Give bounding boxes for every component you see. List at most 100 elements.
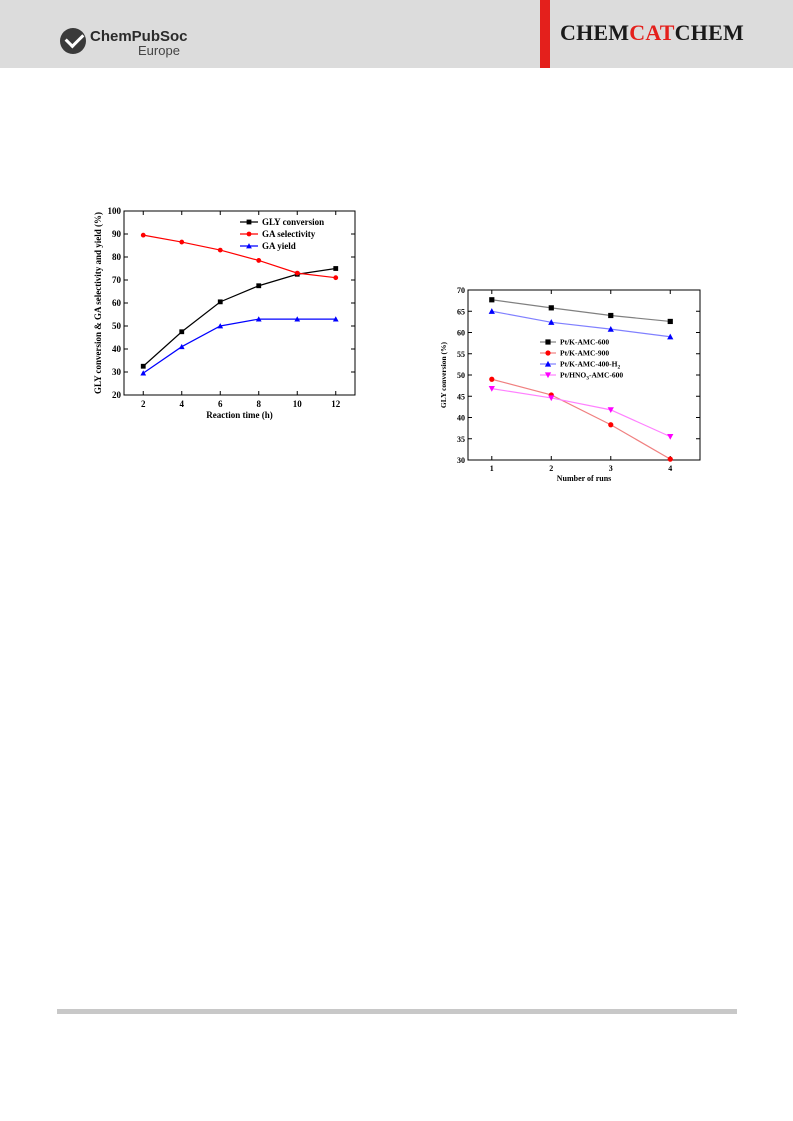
data-point <box>607 325 614 332</box>
legend-swatch-marker <box>545 350 551 356</box>
data-point <box>489 297 495 303</box>
data-point <box>548 305 554 311</box>
y-tick-label: 50 <box>457 371 465 380</box>
journal-title: CHEMCATCHEM <box>560 20 744 46</box>
data-point <box>256 283 262 289</box>
reaction-time-chart: 20 30 40 50 60 70 80 90 100 2 4 6 8 10 12 Reaction time… <box>93 206 356 420</box>
series-line <box>143 234 336 279</box>
data-point <box>488 386 495 392</box>
legend-label: Pt/HNO3-AMC-600 <box>560 371 623 382</box>
data-point <box>607 407 614 413</box>
x-tick-label: 12 <box>331 399 341 409</box>
legend-label-main: Pt/K-AMC-400-H <box>560 360 618 369</box>
chempubsoc-logo: ChemPubSoc Europe <box>60 26 210 58</box>
series-1 <box>140 266 339 369</box>
data-point <box>217 247 223 253</box>
legend-label: GA yield <box>262 241 296 251</box>
data-point <box>333 266 339 271</box>
y-tick-label: 100 <box>108 206 122 216</box>
legend-label-subscript: 3 <box>586 376 589 382</box>
y-axis-label: GLY conversion & GA selectivity and yiel… <box>93 212 103 394</box>
series-line <box>142 267 336 367</box>
data-point <box>667 434 674 440</box>
data-point <box>178 343 185 350</box>
y-tick-label: 70 <box>112 275 122 285</box>
data-point <box>294 316 301 322</box>
legend-label: Pt/K-AMC-600 <box>560 338 609 347</box>
y-tick-label: 60 <box>457 329 465 338</box>
y-tick-label: 20 <box>112 390 122 400</box>
recycling-runs-chart: 30 35 40 45 50 55 60 65 70 1 2 3 4 Number of runs GLY … <box>439 286 701 483</box>
legend-label-subscript: 2 <box>617 365 620 371</box>
y-tick-label: 40 <box>112 344 122 354</box>
data-point <box>332 316 339 322</box>
y-tick-label: 30 <box>112 367 122 377</box>
legend-label-main: GA yield <box>262 241 296 251</box>
data-point <box>333 275 339 281</box>
series-line <box>142 318 336 374</box>
legend: GLY conversion GA selectivity GA yield <box>240 217 324 251</box>
check-badge-icon <box>60 28 86 54</box>
y-tick-label: 90 <box>112 229 122 239</box>
legend-swatch-marker <box>246 231 252 237</box>
data-point <box>217 299 223 305</box>
x-tick-label: 4 <box>180 399 185 409</box>
logo-text: ChemPubSoc <box>90 28 188 45</box>
y-axis-label: GLY conversion (%) <box>439 341 448 408</box>
data-point <box>140 363 146 369</box>
legend-label-main: Pt/K-AMC-900 <box>560 349 609 358</box>
y-tick-label: 80 <box>112 252 122 262</box>
x-tick-label: 4 <box>668 464 672 473</box>
data-point <box>548 395 555 402</box>
legend: Pt/K-AMC-600Pt/K-AMC-900Pt/K-AMC-400-H2P… <box>540 338 623 382</box>
page-header: ChemPubSoc Europe CHEMCATCHEM <box>0 0 793 68</box>
legend-label-main: GLY conversion <box>262 217 324 227</box>
journal-title-part1: CHEM <box>560 20 630 45</box>
data-point <box>608 312 614 319</box>
data-point <box>489 376 495 382</box>
data-point <box>667 318 673 325</box>
x-tick-label: 10 <box>293 399 303 409</box>
legend-swatch-marker <box>544 360 552 367</box>
series-4 <box>488 386 674 440</box>
legend-label-main: GA selectivity <box>262 229 316 239</box>
logo-subtext: Europe <box>138 43 180 58</box>
series-3 <box>140 316 339 376</box>
data-point <box>667 456 673 462</box>
data-point <box>140 232 146 238</box>
x-tick-label: 2 <box>141 399 146 409</box>
series-1 <box>489 297 673 325</box>
data-point <box>667 333 674 340</box>
y-tick-label: 35 <box>457 435 465 444</box>
legend-swatch-marker <box>545 339 551 345</box>
data-point <box>255 316 262 322</box>
legend-label: Pt/K-AMC-900 <box>560 349 609 358</box>
legend-label: Pt/K-AMC-400-H2 <box>560 360 620 371</box>
y-tick-label: 40 <box>457 414 465 423</box>
data-point <box>488 308 495 314</box>
legend-label: GA selectivity <box>262 229 316 239</box>
y-tick-label: 45 <box>457 392 465 401</box>
data-point <box>256 258 262 263</box>
legend-label-suffix: -AMC-600 <box>589 371 623 380</box>
x-tick-label: 8 <box>257 399 262 409</box>
x-axis-label: Number of runs <box>557 474 612 483</box>
legend-swatch-marker <box>544 372 552 379</box>
journal-title-part3: CHEM <box>674 20 744 45</box>
x-axis-label: Reaction time (h) <box>206 410 272 420</box>
journal-accent-bar <box>540 0 550 68</box>
y-tick-label: 70 <box>457 286 465 295</box>
series-line <box>491 378 671 460</box>
data-point <box>294 270 300 276</box>
journal-title-part2: CAT <box>629 20 675 45</box>
x-tick-label: 1 <box>490 464 494 473</box>
legend-swatch-marker <box>246 243 252 249</box>
series-2 <box>489 376 673 462</box>
series-3 <box>488 308 674 340</box>
series-line <box>491 310 671 338</box>
x-tick-label: 6 <box>218 399 223 409</box>
series-line <box>491 299 671 323</box>
legend-label-main: Pt/HNO <box>560 371 586 380</box>
y-tick-label: 65 <box>457 307 465 316</box>
data-point <box>179 239 185 245</box>
